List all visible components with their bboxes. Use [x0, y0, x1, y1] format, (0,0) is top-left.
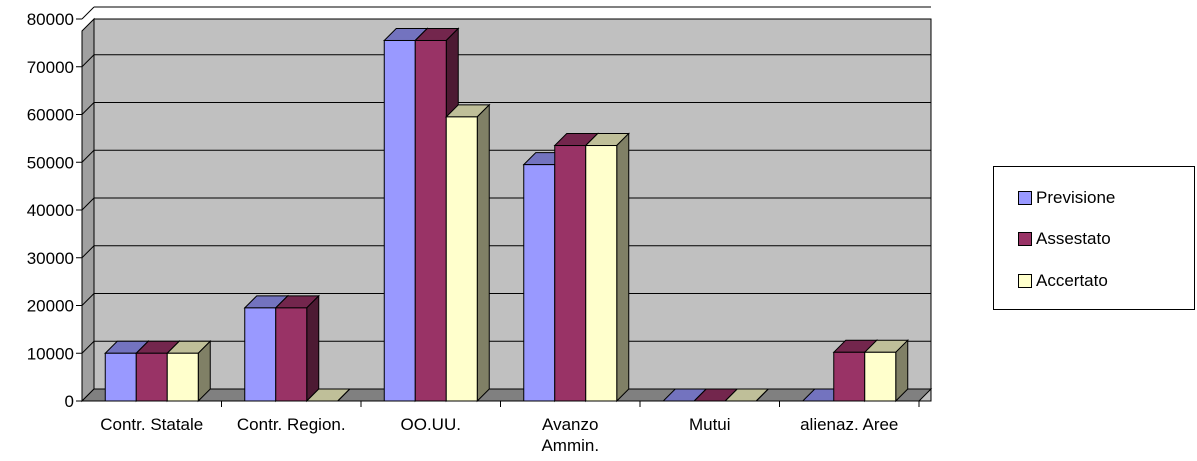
x-tick-label: Mutui — [689, 415, 731, 434]
bar-side — [476, 103, 490, 403]
gridline-side — [81, 293, 95, 306]
bar-front — [864, 351, 897, 402]
bars — [104, 27, 909, 403]
x-tick-label: Avanzo Ammin. — [541, 415, 599, 455]
y-tick-label: 10000 — [27, 344, 74, 363]
x-tick-label: OO.UU. — [401, 415, 461, 434]
bar-side — [616, 132, 630, 403]
y-axis: 0 10000 20000 30000 40000 50000 60000 70000 8000… — [27, 10, 83, 411]
legend-item-previsione: Previsione — [1018, 187, 1115, 209]
gridline-side — [81, 149, 95, 163]
bar-assestato-1 — [274, 294, 320, 403]
bar-accertato-5 — [863, 339, 909, 403]
gridline-side — [81, 54, 95, 68]
bar-front — [383, 39, 416, 402]
bar-front — [523, 164, 556, 402]
bar-front — [554, 145, 587, 402]
bar-front — [166, 352, 199, 402]
gridline-side — [81, 245, 95, 259]
gridline-side — [81, 6, 95, 20]
y-tick-label: 70000 — [27, 58, 74, 77]
legend-swatch-accertato — [1018, 274, 1032, 288]
y-tick-label: 30000 — [27, 249, 74, 268]
y-tick-label: 40000 — [27, 201, 74, 220]
legend-label-previsione: Previsione — [1036, 188, 1116, 207]
bar-front — [833, 351, 866, 402]
legend-item-assestato: Assestato — [1018, 228, 1111, 250]
bar-front — [275, 307, 308, 402]
gridline-side — [81, 197, 95, 211]
bar-front — [104, 352, 137, 402]
x-axis: Contr. Statale Contr. Region. OO.UU. Avanzo… — [82, 400, 920, 455]
bar-accertato-0 — [166, 340, 212, 403]
legend-label-assestato: Assestato — [1036, 229, 1111, 248]
legend-swatch-previsione — [1018, 191, 1032, 205]
bar-front — [244, 307, 277, 402]
bar-front — [585, 145, 618, 402]
back-wall — [93, 18, 932, 402]
legend-label-accertato: Accertato — [1036, 271, 1108, 290]
bar-front — [414, 39, 447, 402]
bar-accertato-3 — [584, 132, 630, 403]
gridline-side — [81, 340, 95, 354]
x-tick-label: Contr. Statale — [100, 415, 203, 434]
x-tick-label: Contr. Region. — [237, 415, 346, 434]
x-tick-label: alienaz. Aree — [800, 415, 898, 434]
gridlines — [81, 6, 931, 354]
bar-side — [755, 388, 769, 402]
legend-swatch-assestato — [1018, 232, 1032, 246]
y-tick-label: 80000 — [27, 10, 74, 29]
plot-area — [80, 17, 933, 403]
bar-accertato-2 — [445, 103, 491, 403]
y-tick-label: 20000 — [27, 297, 74, 316]
bar-front — [135, 352, 168, 402]
y-tick-label: 0 — [65, 392, 74, 411]
y-tick-label: 50000 — [27, 153, 74, 172]
legend: Previsione Assestato Accertato — [993, 166, 1195, 310]
legend-item-accertato: Accertato — [1018, 270, 1108, 292]
bar-side — [337, 388, 351, 402]
bar-side — [306, 294, 320, 403]
floor — [80, 388, 933, 402]
y-tick-label: 60000 — [27, 106, 74, 125]
gridline-side — [81, 102, 95, 115]
bar-front — [445, 116, 478, 402]
